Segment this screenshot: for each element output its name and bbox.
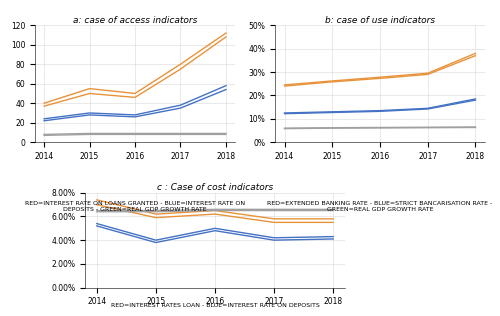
Text: RED=EXTENDED BANKING RATE - BLUE=STRICT BANCARISATION RATE -
GREEN=REAL GDP GROW: RED=EXTENDED BANKING RATE - BLUE=STRICT … [268,201,492,212]
Text: RED=INTEREST RATE ON LOANS GRANTED - BLUE=INTEREST RATE ON
DEPOSITS - GREEN=REAL: RED=INTEREST RATE ON LOANS GRANTED - BLU… [25,201,245,212]
Title: b: case of use indicators: b: case of use indicators [325,15,435,25]
Title: c : Case of cost indicators: c : Case of cost indicators [157,183,273,192]
Title: a: case of access indicators: a: case of access indicators [73,15,197,25]
Text: RED=INTEREST RATES LOAN - BLUE=INTEREST RATE ON DEPOSITS: RED=INTEREST RATES LOAN - BLUE=INTEREST … [110,303,320,308]
